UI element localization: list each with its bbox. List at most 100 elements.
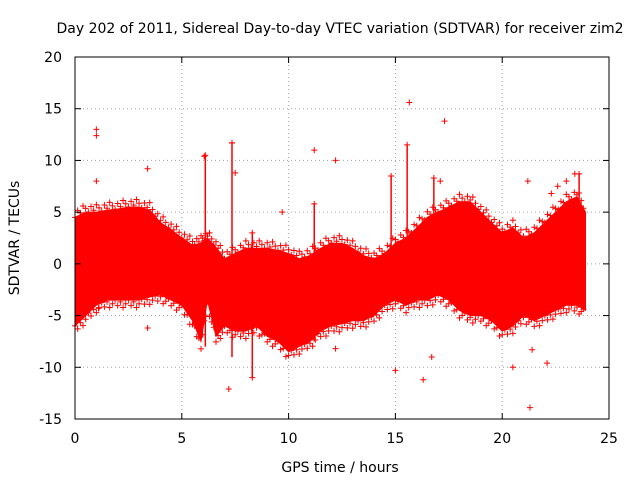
x-tick-label: 5	[177, 431, 186, 447]
band-edge-point	[467, 314, 474, 321]
band-edge-point	[298, 346, 305, 353]
band-edge-point	[563, 309, 570, 316]
band-edge-point	[421, 216, 428, 223]
band-edge-point	[232, 331, 239, 338]
band-edge-point	[453, 198, 460, 205]
band-edge-point	[541, 312, 548, 319]
band-edge-point	[416, 304, 423, 311]
band-edge-point	[493, 324, 500, 331]
band-edge-point	[189, 238, 196, 245]
band-edge-point	[272, 243, 279, 250]
band-edge-point	[191, 241, 198, 248]
outlier-point	[201, 153, 208, 160]
spike-end-point	[404, 141, 411, 148]
band-edge-point	[539, 218, 546, 225]
band-edge-point	[501, 228, 508, 235]
band-edge-point	[547, 311, 554, 318]
band-edge-point	[467, 196, 474, 203]
band-edge-point	[408, 299, 415, 306]
band-edge-point	[173, 223, 180, 230]
band-edge-point	[456, 191, 463, 198]
band-edge-point	[256, 237, 263, 244]
band-edge-point	[405, 304, 412, 311]
band-edge-point	[488, 317, 495, 324]
band-edge-point	[373, 252, 380, 259]
band-edge-point	[168, 221, 175, 228]
band-edge-point	[314, 330, 321, 337]
y-axis-label: SDTVAR / TECUs	[7, 181, 23, 296]
band-edge-point	[290, 351, 297, 358]
band-edge-point	[258, 331, 265, 338]
band-edge-point	[309, 343, 316, 350]
band-edge-point	[293, 252, 300, 259]
band-edge-point	[517, 320, 524, 327]
y-tick-label: 15	[44, 102, 62, 118]
band-edge-point	[198, 345, 205, 352]
band-edge-point	[178, 302, 185, 309]
band-edge-point	[104, 298, 111, 305]
y-tick-label: -5	[48, 309, 62, 325]
band-edge-point	[162, 219, 169, 226]
band-edge-point	[152, 292, 159, 299]
band-edge-point	[421, 297, 428, 304]
band-edge-point	[320, 242, 327, 249]
band-edge-point	[280, 345, 287, 352]
band-edge-point	[106, 304, 113, 311]
band-edge-point	[381, 250, 388, 257]
band-edge-point	[528, 316, 535, 323]
band-edge-point	[101, 303, 108, 310]
band-edge-point	[416, 214, 423, 221]
band-edge-point	[80, 322, 87, 329]
band-edge-point	[170, 226, 177, 233]
outlier-point	[406, 99, 413, 106]
band-edge-point	[400, 234, 407, 241]
outlier-point	[509, 364, 516, 371]
band-edge-point	[403, 309, 410, 316]
band-edge-point	[339, 324, 345, 331]
band-edge-point	[258, 241, 265, 248]
x-tick-label: 25	[600, 431, 618, 447]
band-edge-point	[485, 213, 492, 220]
band-edge-point	[429, 301, 436, 308]
outlier-point	[279, 209, 286, 216]
y-tick-label: 0	[53, 257, 62, 273]
band-edge-point	[136, 200, 143, 207]
band-edge-point	[480, 315, 487, 322]
band-edge-point	[130, 298, 137, 305]
band-edge-point	[330, 327, 337, 334]
band-edge-point	[341, 241, 348, 248]
outlier-point	[311, 147, 318, 154]
band-edge-point	[195, 335, 202, 342]
band-edge-point	[533, 225, 540, 232]
band-edge-point	[557, 198, 564, 205]
band-edge-point	[82, 316, 89, 323]
band-edge-point	[106, 199, 113, 206]
band-edge-point	[488, 219, 495, 226]
band-edge-point	[432, 296, 439, 303]
band-edge-point	[344, 324, 351, 331]
band-edge-point	[491, 216, 498, 223]
band-edge-point	[445, 300, 452, 307]
band-edge-point	[240, 329, 247, 336]
band-edge-point	[149, 206, 156, 213]
band-edge-point	[290, 247, 297, 254]
band-edge-point	[400, 302, 407, 309]
band-edge-point	[176, 229, 183, 236]
band-edge-point	[253, 324, 260, 331]
band-edge-point	[464, 193, 471, 200]
y-tick-label: -10	[39, 360, 62, 376]
band-edge-point	[357, 323, 364, 330]
band-edge-point	[448, 299, 455, 306]
band-edge-point	[352, 321, 359, 328]
band-edge-point	[285, 246, 292, 253]
band-edge-point	[384, 242, 391, 249]
band-edge-point	[104, 205, 111, 212]
band-edge-point	[547, 212, 554, 219]
band-edge-point	[371, 318, 378, 325]
band-edge-point	[85, 209, 92, 216]
band-edge-point	[234, 249, 241, 256]
band-edge-point	[544, 316, 551, 323]
band-edge-point	[571, 307, 578, 314]
band-edge-point	[85, 309, 92, 316]
